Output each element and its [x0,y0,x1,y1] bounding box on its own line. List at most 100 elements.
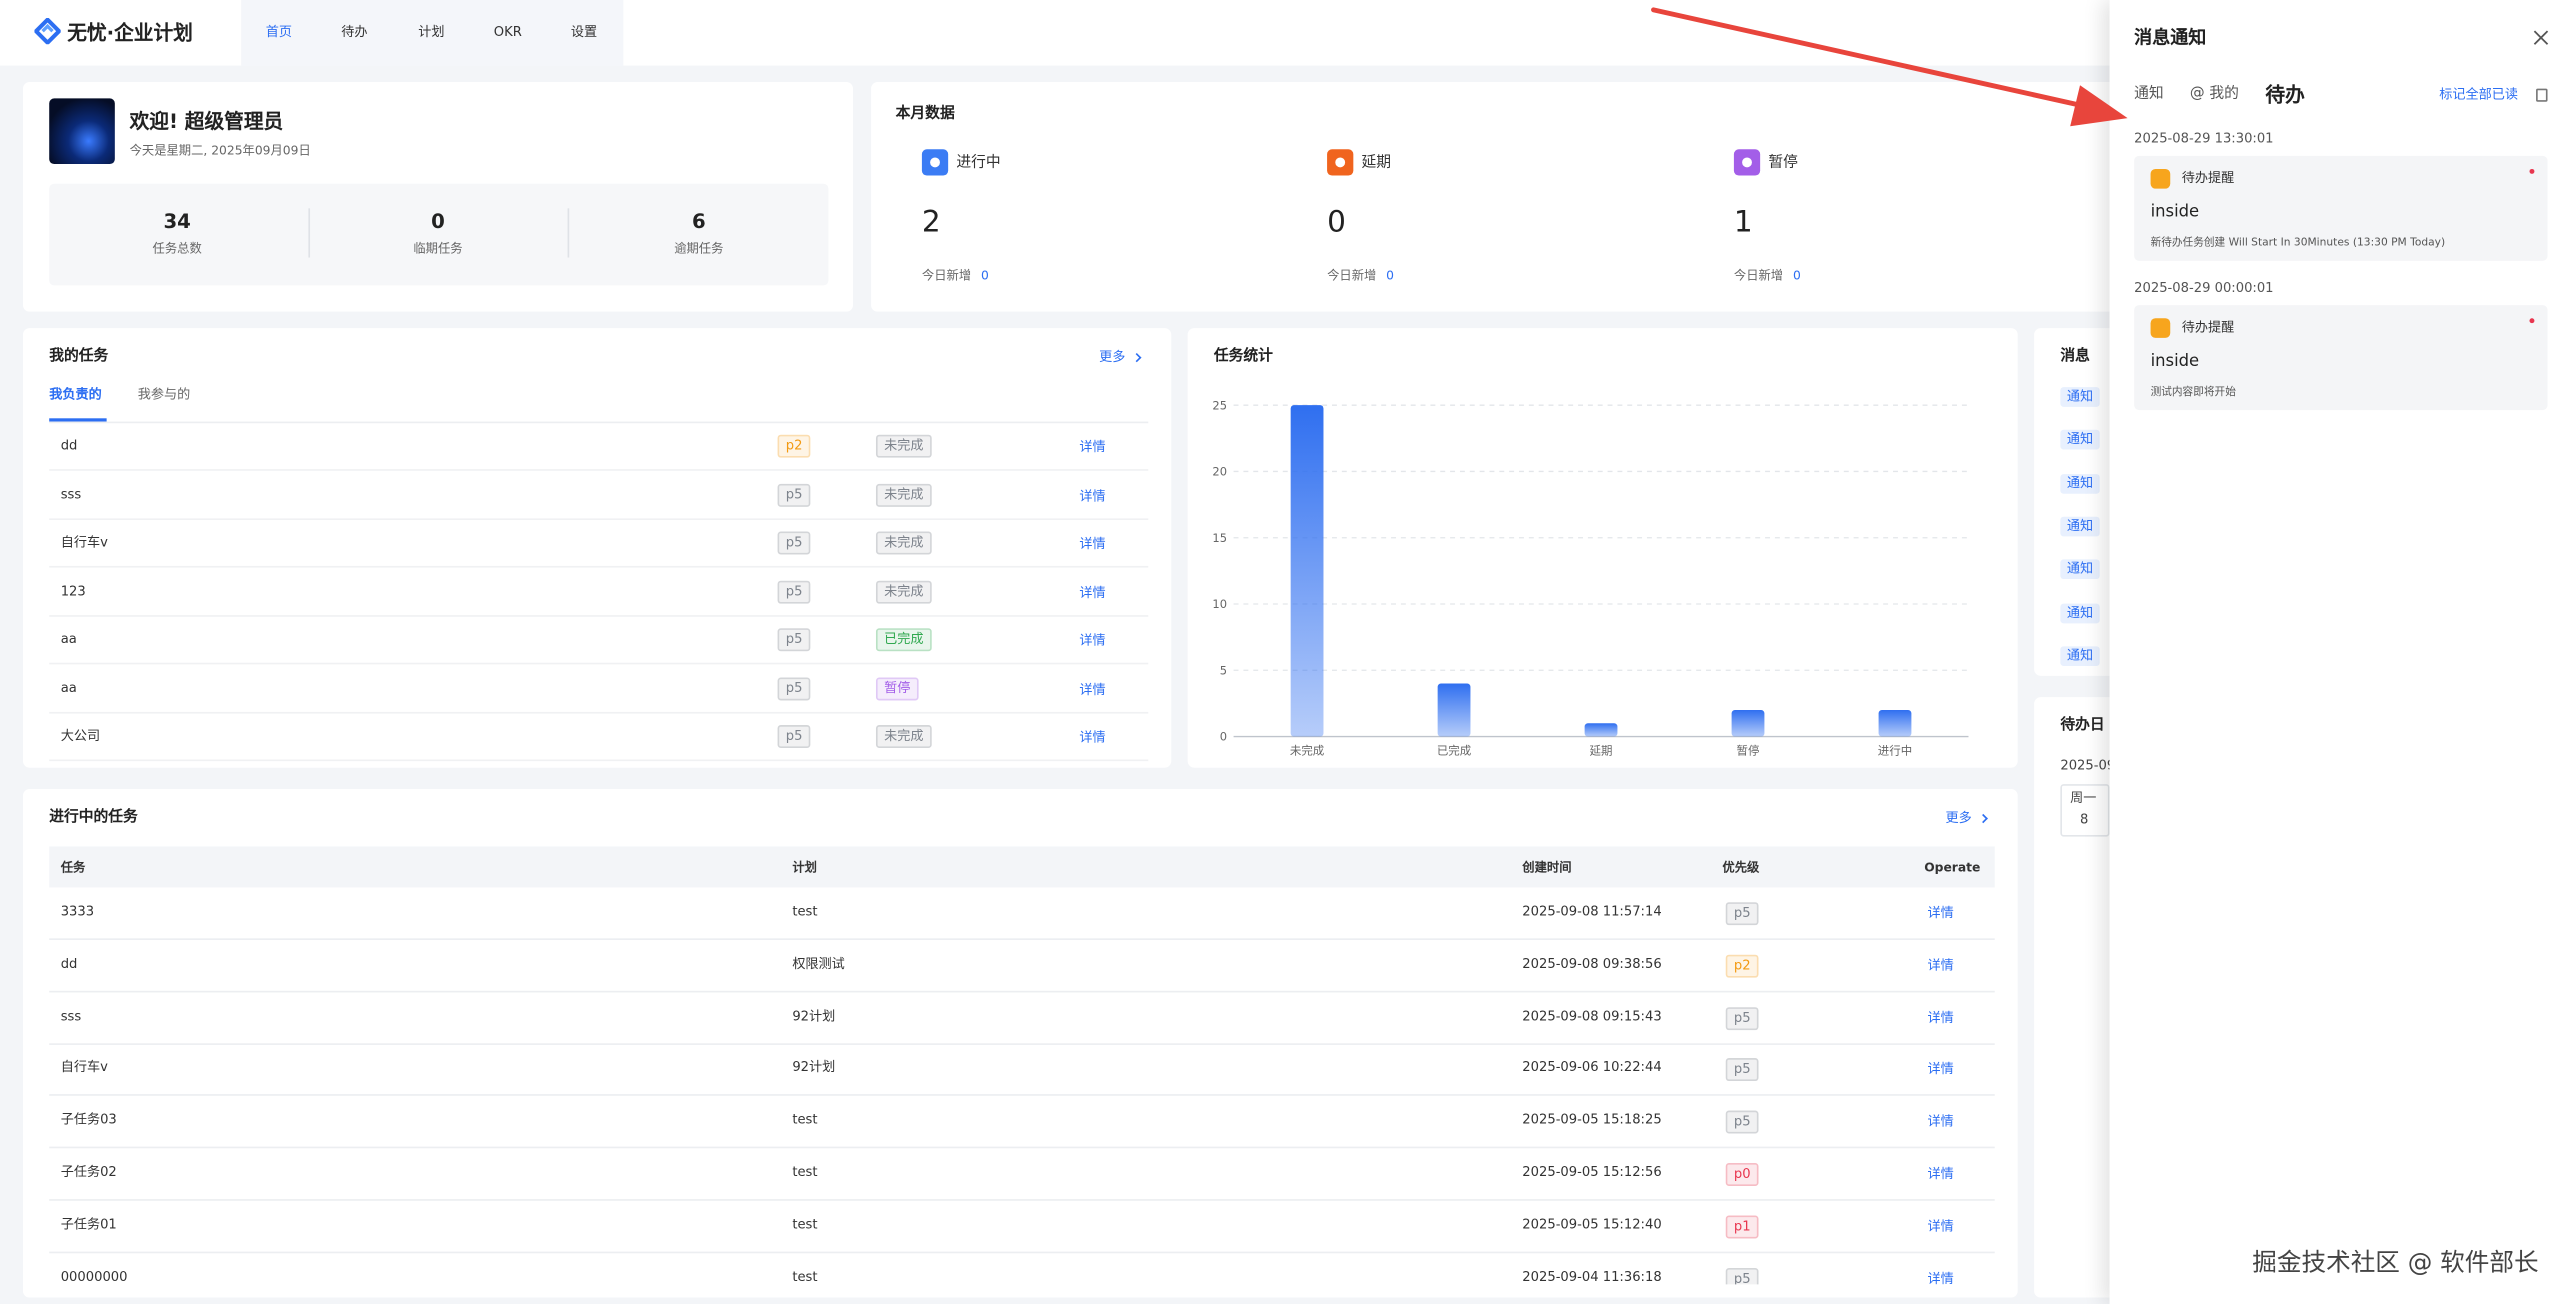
row-divider [49,469,1149,471]
status-icon-dot [1335,157,1346,168]
detail-link[interactable]: 详情 [1927,1270,1954,1285]
created-time: 2025-09-08 09:15:43 [1522,1008,1662,1023]
bar [1584,723,1618,737]
stats-box [49,183,829,286]
message-tag: 通知 [2060,602,2100,623]
table-header [49,846,1995,888]
created-time: 2025-09-05 15:12:56 [1522,1164,1662,1180]
stat-value: 34 [163,209,191,233]
today-value: 0 [1792,267,1801,283]
detail-link[interactable]: 详情 [1079,536,1106,552]
more-link[interactable]: 更多 [1945,810,1972,826]
priority-tag: p5 [777,725,811,749]
mark-icon [2536,88,2548,102]
column-header: 计划 [792,859,817,875]
priority-tag: p5 [1725,902,1759,926]
plan-name: test [792,1164,818,1180]
y-tick-label: 10 [1212,597,1227,611]
mark-all-read[interactable]: 标记全部已读 [2439,86,2519,102]
task-name: sss [60,1008,82,1023]
drawer-tab[interactable]: 待办 [2265,83,2305,107]
nav-tab[interactable]: OKR [493,24,522,40]
detail-link[interactable]: 详情 [1927,905,1954,921]
chart-card [1187,328,2018,768]
notice-icon [2150,318,2171,338]
drawer-tab[interactable]: 通知 [2134,86,2164,103]
created-time: 2025-09-05 15:18:25 [1522,1112,1662,1128]
task-tab[interactable]: 我负责的 [49,387,102,402]
drawer-title: 消息通知 [2134,27,2207,49]
task-name: dd [60,956,78,971]
row-divider [49,1094,1995,1097]
created-time: 2025-09-06 10:22:44 [1522,1060,1662,1076]
message-tag: 通知 [2060,559,2100,580]
today-value: 0 [980,267,989,283]
notice-icon [2150,168,2171,189]
status-icon-dot [930,157,940,168]
status-tag: 未完成 [875,579,932,603]
nav-tab[interactable]: 计划 [418,24,445,40]
chart: 0 5 10 15 20 25 未完成 已完成 延期 暂停 进行中 [1212,398,1969,758]
created-time: 2025-09-04 11:36:18 [1522,1269,1662,1284]
chart-title: 任务统计 [1213,348,1273,365]
task-name: 3333 [60,903,95,919]
detail-link[interactable]: 详情 [1079,729,1106,745]
detail-link[interactable]: 详情 [1079,633,1106,648]
logo-icon [34,18,61,45]
nav-tab[interactable]: 待办 [341,24,368,40]
task-name: 自行车v [60,534,108,550]
task-name: aa [60,631,77,647]
detail-link[interactable]: 详情 [1079,439,1106,455]
more-link[interactable]: 更多 [1099,349,1126,365]
priority-tag: p5 [777,579,811,603]
task-name: 子任务01 [60,1216,117,1232]
message-tag: 通知 [2060,387,2100,407]
welcome-date: 今天是星期二, 2025年09月09日 [129,143,311,158]
priority-tag: p2 [777,434,811,458]
priority-tag: p5 [777,531,811,555]
detail-link[interactable]: 详情 [1927,1009,1954,1025]
task-tab[interactable]: 我参与的 [137,387,191,402]
row-divider [49,614,1149,616]
watermark: 掘金技术社区 @ 软件部长 [2252,1247,2539,1278]
detail-link[interactable]: 详情 [1079,584,1106,600]
notice-card [2134,305,2548,411]
row-divider [49,990,1995,993]
nav-tab[interactable]: 首页 [265,24,292,40]
detail-link[interactable]: 详情 [1927,1218,1954,1234]
priority-tag: p2 [1725,954,1759,978]
task-name: 大公司 [60,728,101,744]
status-tag: 暂停 [875,676,919,700]
priority-tag: p5 [1725,1110,1759,1134]
detail-link[interactable]: 详情 [1927,1114,1954,1129]
column-header: 创建时间 [1522,859,1572,875]
row-divider [49,759,1149,762]
unread-dot [2529,318,2535,324]
card-title: 进行中的任务 [49,809,138,826]
detail-link[interactable]: 详情 [1927,1061,1954,1077]
welcome-title: 欢迎! 超级管理员 [129,109,284,133]
task-name: 子任务03 [60,1112,117,1128]
nav-tab[interactable]: 设置 [570,24,598,40]
unread-dot [2529,168,2535,174]
bar [1731,710,1765,737]
priority-tag: p5 [777,483,811,507]
detail-link[interactable]: 详情 [1079,681,1106,697]
stat-value: 0 [431,209,445,233]
divider [308,208,311,258]
plan-name: 92计划 [792,1008,836,1023]
status-name: 暂停 [1768,155,1798,172]
status-tag: 未完成 [875,725,932,749]
detail-link[interactable]: 详情 [1079,488,1106,503]
divider [49,421,1149,424]
priority-tag: p5 [1725,1006,1759,1030]
detail-link[interactable]: 详情 [1927,957,1954,973]
bar [1437,683,1471,737]
detail-link[interactable]: 详情 [1927,1166,1954,1182]
card-title: 本月数据 [895,105,955,123]
close-button[interactable] [2533,30,2549,46]
column-header: 任务 [60,859,86,875]
drawer-tab[interactable]: @ 我的 [2189,86,2239,103]
card-title: 我的任务 [49,348,109,365]
